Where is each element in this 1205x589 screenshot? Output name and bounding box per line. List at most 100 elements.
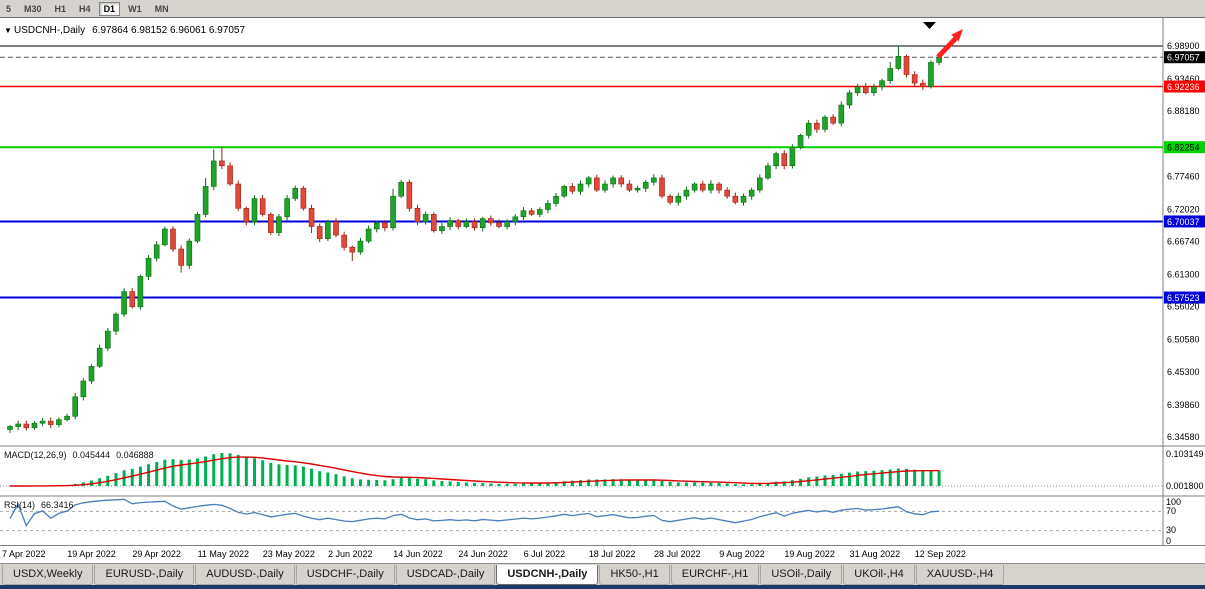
candle-body bbox=[56, 419, 62, 425]
timeframe-m30[interactable]: M30 bbox=[19, 2, 47, 16]
candle-body bbox=[781, 153, 788, 167]
up-trend-arrow-shaft[interactable] bbox=[936, 36, 958, 59]
macd-histogram-bar bbox=[358, 479, 362, 486]
macd-histogram-bar bbox=[652, 480, 656, 486]
timeframe-h4[interactable]: H4 bbox=[74, 2, 96, 16]
candle-body bbox=[382, 222, 388, 229]
macd-histogram-bar bbox=[733, 484, 737, 486]
macd-histogram-bar bbox=[277, 464, 281, 486]
candle-body bbox=[64, 415, 70, 421]
macd-histogram-bar bbox=[505, 483, 509, 486]
timeframe-w1[interactable]: W1 bbox=[123, 2, 147, 16]
tab-usdx-weekly[interactable]: USDX,Weekly bbox=[2, 565, 94, 585]
timeframe-h1[interactable]: H1 bbox=[50, 2, 72, 16]
candle-body bbox=[373, 222, 380, 230]
candle-body bbox=[699, 183, 706, 191]
macd-histogram-bar bbox=[301, 466, 305, 486]
macd-histogram-bar bbox=[326, 472, 330, 486]
symbol-selector-arrow-icon[interactable]: ▼ bbox=[4, 26, 12, 35]
macd-histogram-bar bbox=[888, 469, 892, 486]
macd-histogram-bar bbox=[725, 483, 729, 486]
rsi-axis-30: 30 bbox=[1166, 525, 1176, 535]
macd-histogram-bar bbox=[228, 453, 232, 486]
macd-histogram-bar bbox=[750, 484, 754, 486]
macd-histogram-bar bbox=[921, 470, 925, 486]
date-axis-label: 18 Jul 2022 bbox=[589, 549, 636, 559]
macd-histogram-bar bbox=[432, 480, 436, 486]
timeframe-5[interactable]: 5 bbox=[1, 2, 16, 16]
tab-audusd-daily[interactable]: AUDUSD-,Daily bbox=[195, 565, 295, 585]
macd-histogram-bar bbox=[847, 472, 851, 486]
macd-histogram-bar bbox=[709, 482, 713, 486]
rsi-indicator-layer bbox=[0, 498, 1163, 532]
macd-histogram-bar bbox=[407, 478, 411, 486]
candle-body bbox=[422, 214, 429, 222]
candle-body bbox=[512, 216, 519, 223]
candle-body bbox=[911, 74, 918, 84]
macd-signal-line bbox=[10, 456, 940, 487]
price-axis-layer: 6.98900 6.93460 6.88180 6.77460 6.72020 6.667… bbox=[1164, 41, 1205, 442]
candle-body bbox=[129, 291, 136, 308]
macd-histogram-bar bbox=[644, 480, 648, 486]
tab-eurchf-h1[interactable]: EURCHF-,H1 bbox=[670, 565, 760, 585]
candle-body bbox=[178, 248, 184, 266]
triangle-down-marker[interactable] bbox=[923, 22, 936, 29]
candle-body bbox=[838, 104, 845, 124]
macd-histogram-bar bbox=[179, 459, 183, 486]
tab-xauusd-h4[interactable]: XAUUSD-,H4 bbox=[915, 565, 1005, 585]
macd-histogram-bar bbox=[905, 468, 908, 486]
candle-body bbox=[414, 208, 421, 223]
tab-eurusd-daily[interactable]: EURUSD-,Daily bbox=[94, 565, 195, 585]
timeframe-d1[interactable]: D1 bbox=[98, 1, 121, 16]
candle-body bbox=[267, 214, 274, 233]
macd-histogram-bar bbox=[570, 480, 574, 486]
macd-histogram-bar bbox=[823, 475, 827, 486]
candle-body bbox=[284, 198, 290, 218]
candle-body bbox=[194, 214, 201, 242]
candle-body bbox=[186, 240, 193, 266]
rsi-line bbox=[9, 498, 940, 527]
candle-body bbox=[23, 423, 30, 429]
macd-histogram-bar bbox=[521, 483, 525, 486]
price-axis-tick: 6.34580 bbox=[1167, 432, 1200, 442]
tab-ukoil-h4[interactable]: UKOil-,H4 bbox=[843, 565, 915, 585]
macd-histogram-bar bbox=[244, 457, 248, 486]
macd-histogram-bar bbox=[815, 476, 819, 486]
date-axis-layer: 7 Apr 2022 19 Apr 2022 29 Apr 2022 11 May 2… bbox=[2, 549, 966, 559]
candle-body bbox=[447, 220, 453, 227]
candle-body bbox=[170, 228, 176, 250]
candle-body bbox=[536, 209, 543, 215]
up-trend-arrow-head[interactable] bbox=[951, 29, 963, 42]
rsi-axis-0: 0 bbox=[1166, 536, 1171, 546]
current-bid-line-label: 6.97057 bbox=[1167, 53, 1200, 63]
candle-body bbox=[545, 203, 551, 210]
candle-body bbox=[789, 147, 796, 167]
timeframe-mn[interactable]: MN bbox=[150, 2, 174, 16]
macd-histogram-bar bbox=[562, 481, 566, 486]
tab-usdchf-daily[interactable]: USDCHF-,Daily bbox=[295, 565, 395, 585]
chart-area: 6.98900 6.93460 6.88180 6.77460 6.72020 6.667… bbox=[0, 18, 1205, 563]
date-axis-label: 19 Aug 2022 bbox=[784, 549, 835, 559]
date-axis-label: 14 Jun 2022 bbox=[393, 549, 443, 559]
tab-usdcad-daily[interactable]: USDCAD-,Daily bbox=[395, 565, 496, 585]
tab-usoil-daily[interactable]: USOil-,Daily bbox=[760, 565, 843, 585]
chart-canvas[interactable]: 6.98900 6.93460 6.88180 6.77460 6.72020 6.667… bbox=[0, 18, 1205, 563]
macd-histogram-bar bbox=[171, 459, 175, 486]
date-axis-label: 24 Jun 2022 bbox=[458, 549, 508, 559]
candle-body bbox=[251, 198, 258, 223]
macd-histogram-bar bbox=[440, 481, 444, 486]
macd-histogram-bar bbox=[383, 480, 387, 486]
date-axis-label: 28 Jul 2022 bbox=[654, 549, 701, 559]
candle-body bbox=[602, 183, 608, 191]
macd-histogram-bar bbox=[717, 482, 721, 486]
candle-body bbox=[854, 86, 861, 94]
candle-body bbox=[243, 208, 250, 223]
candle-body bbox=[797, 135, 804, 148]
candle-body bbox=[528, 210, 535, 215]
tab-hk50-h1[interactable]: HK50-,H1 bbox=[599, 565, 670, 585]
tab-usdcnh-daily[interactable]: USDCNH-,Daily bbox=[496, 565, 599, 585]
current-bid-line-label-box bbox=[1164, 51, 1205, 64]
candle-body bbox=[430, 214, 437, 232]
macd-histogram-bar bbox=[872, 470, 876, 486]
candle-body bbox=[96, 347, 103, 367]
